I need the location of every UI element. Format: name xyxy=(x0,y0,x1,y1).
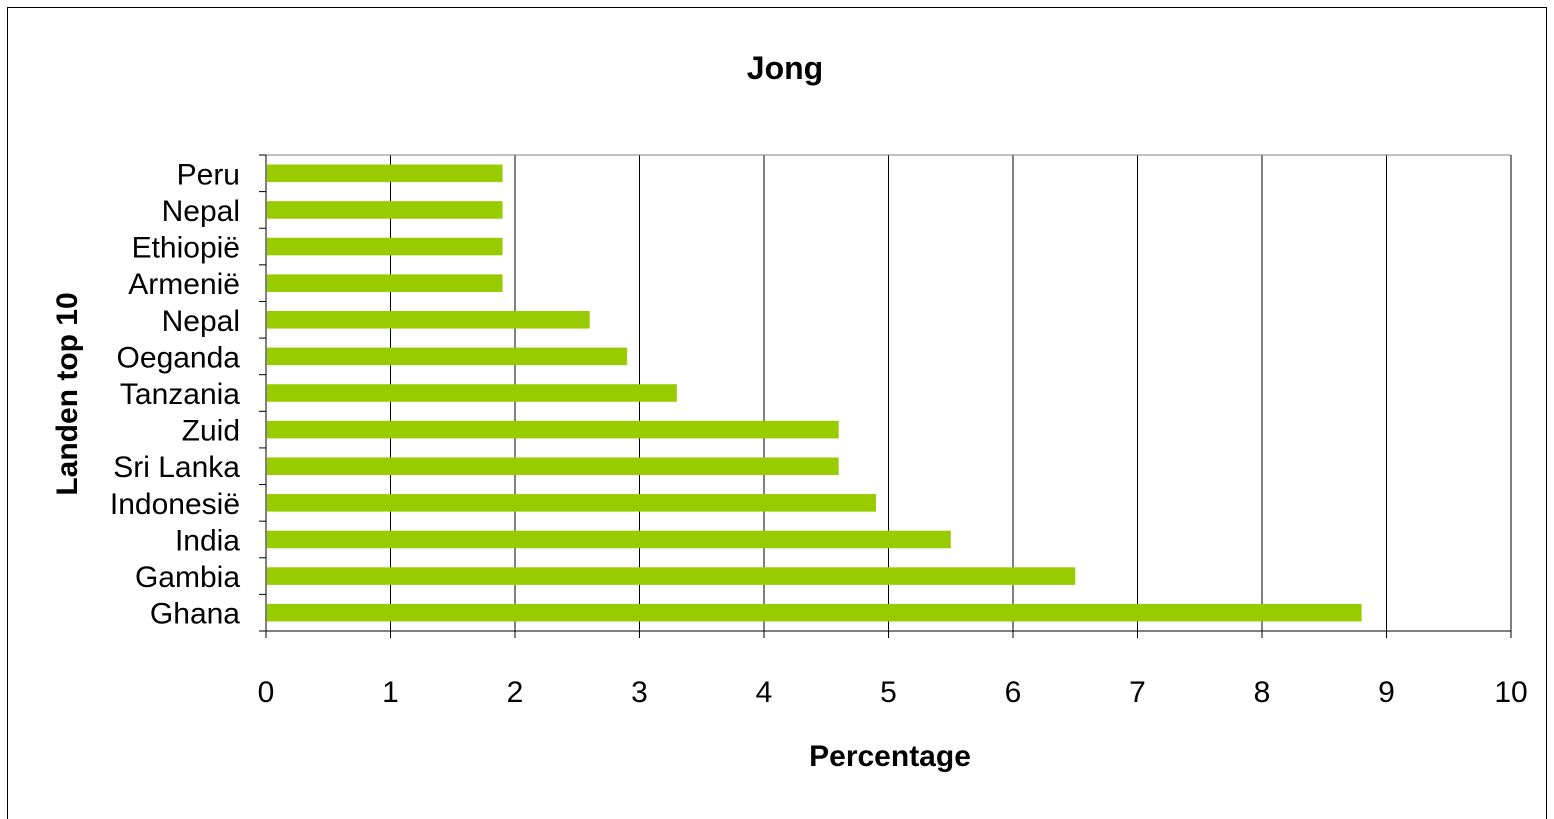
x-tick-label: 0 xyxy=(258,676,275,709)
x-tick-label: 10 xyxy=(1494,676,1527,709)
y-category-label: Ethiopië xyxy=(132,232,240,265)
bar xyxy=(267,237,503,256)
bar xyxy=(267,274,503,292)
plot-area xyxy=(265,154,1512,632)
y-category-label: Sri Lanka xyxy=(113,451,240,484)
bar xyxy=(267,164,503,183)
bar xyxy=(267,347,628,366)
bar xyxy=(267,201,503,219)
bar xyxy=(267,420,839,439)
bar xyxy=(267,310,590,329)
y-category-label: Armenië xyxy=(128,268,240,301)
bar xyxy=(267,530,951,549)
y-category-label: Tanzania xyxy=(120,378,240,411)
y-category-label: Indonesië xyxy=(110,488,240,521)
bar xyxy=(267,494,877,512)
bar xyxy=(267,567,1076,585)
x-tick-label: 7 xyxy=(1129,676,1146,709)
x-axis-ticks: 0 1 2 3 4 5 6 7 8 9 10 xyxy=(258,631,1528,709)
bar xyxy=(267,603,1362,622)
y-category-label: Nepal xyxy=(162,195,240,228)
x-axis-title: Percentage xyxy=(809,740,971,773)
chart-title: Jong xyxy=(747,50,823,86)
y-category-label: Oeganda xyxy=(117,341,241,374)
x-tick-label: 9 xyxy=(1378,676,1395,709)
y-category-label: Ghana xyxy=(150,598,240,631)
x-tick-label: 5 xyxy=(880,676,897,709)
y-axis-title: Landen top 10 xyxy=(51,292,84,495)
x-tick-label: 2 xyxy=(507,676,524,709)
x-tick-label: 1 xyxy=(382,676,399,709)
y-category-label: Gambia xyxy=(135,561,240,594)
y-category-label: Peru xyxy=(177,158,240,191)
x-tick-label: 6 xyxy=(1005,676,1022,709)
y-category-label: Zuid xyxy=(182,415,240,448)
x-tick-label: 3 xyxy=(631,676,648,709)
x-tick-label: 8 xyxy=(1254,676,1271,709)
x-tick-label: 4 xyxy=(756,676,773,709)
y-category-label: Nepal xyxy=(162,305,240,338)
y-category-label: India xyxy=(175,524,240,557)
bar xyxy=(267,384,677,402)
bar xyxy=(267,457,839,476)
